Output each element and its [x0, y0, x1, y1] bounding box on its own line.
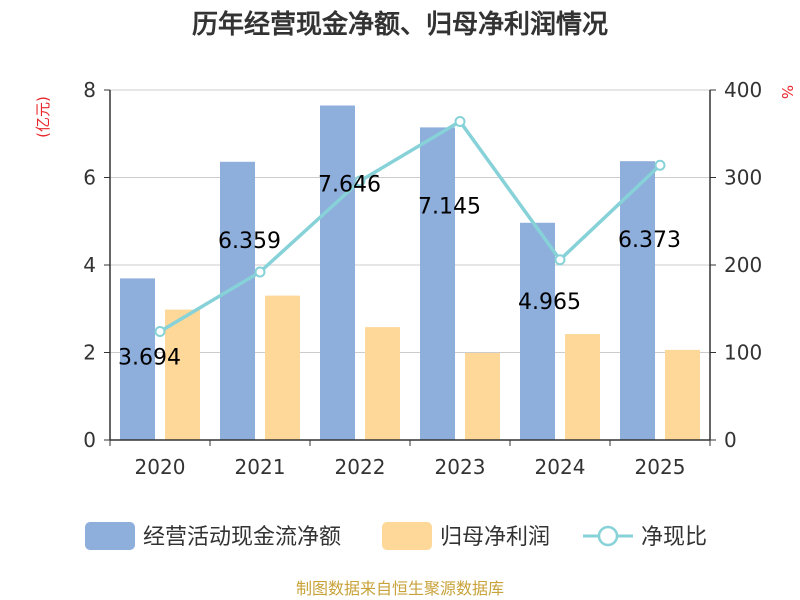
- right-axis-tick: 100: [724, 341, 762, 365]
- ratio-point: [554, 254, 566, 266]
- bar-operating-cashflow: [520, 222, 555, 440]
- bar-net-profit: [565, 334, 600, 440]
- bar-data-label: 4.965: [518, 290, 581, 315]
- ratio-point: [654, 159, 666, 171]
- left-axis-tick: 0: [83, 428, 96, 452]
- right-axis-tick: 0: [724, 428, 737, 452]
- x-axis-tick: 2022: [335, 455, 386, 479]
- ratio-line-group: [154, 116, 666, 337]
- right-axis-tick: 300: [724, 166, 762, 190]
- left-axis-tick: 4: [83, 253, 96, 277]
- legend-operating-cashflow-label: 经营活动现金流净额: [143, 525, 341, 550]
- bar-operating-cashflow: [420, 127, 455, 440]
- chart-title: 历年经营现金净额、归母净利润情况: [192, 9, 608, 40]
- source-note: 制图数据来自恒生聚源数据库: [296, 579, 504, 598]
- left-axis-tick: 8: [83, 78, 96, 102]
- ratio-point: [254, 266, 266, 278]
- ratio-point: [454, 116, 466, 127]
- gridlines: [110, 89, 710, 353]
- legend-operating-cashflow-swatch: [85, 522, 135, 550]
- bar-operating-cashflow: [320, 105, 355, 441]
- left-axis-tick: 2: [83, 341, 96, 365]
- bar-data-label: 6.373: [618, 228, 681, 253]
- legend-net-profit-label: 归母净利润: [440, 525, 550, 550]
- data-labels-group: 3.694 6.359 7.646 7.145 4.965 6.373: [118, 172, 681, 370]
- bar-net-profit: [265, 295, 300, 440]
- x-axis-tick: 2023: [435, 455, 486, 479]
- bar-net-profit: [465, 352, 500, 440]
- x-axis-tick: 2025: [635, 455, 686, 479]
- bar-data-label: 6.359: [218, 229, 281, 254]
- legend: 经营活动现金流净额 归母净利润 净现比: [85, 522, 707, 550]
- bars-group: [120, 105, 700, 441]
- x-axis-tick: 2024: [535, 455, 586, 479]
- ratio-line: [159, 119, 662, 334]
- right-axis-tick: 400: [724, 78, 762, 102]
- bar-data-label: 7.646: [318, 172, 381, 197]
- axes-group: 0 2 4 6 8 0 100 200 300 400 2020 2021 2022 2023 2024 20…: [83, 78, 762, 479]
- bar-net-profit: [665, 349, 700, 440]
- bar-operating-cashflow: [620, 161, 655, 440]
- x-axis-tick: 2021: [235, 455, 286, 479]
- x-axis-tick: 2020: [135, 455, 186, 479]
- bar-operating-cashflow: [220, 161, 255, 440]
- legend-net-profit-swatch: [382, 522, 432, 550]
- bar-data-label: 3.694: [118, 345, 181, 370]
- right-axis-tick: 200: [724, 253, 762, 277]
- bar-data-label: 7.145: [418, 194, 481, 219]
- right-axis-unit: %: [778, 85, 796, 99]
- legend-ratio-swatch-marker: [597, 525, 619, 547]
- bar-net-profit: [365, 327, 400, 440]
- ratio-point: [154, 326, 166, 337]
- legend-ratio-label: 净现比: [641, 525, 707, 550]
- bar-operating-cashflow: [120, 278, 155, 440]
- ratio-point: [354, 175, 366, 187]
- left-axis-tick: 6: [83, 166, 96, 190]
- bar-net-profit: [165, 309, 200, 440]
- left-axis-unit: (亿元): [34, 96, 52, 138]
